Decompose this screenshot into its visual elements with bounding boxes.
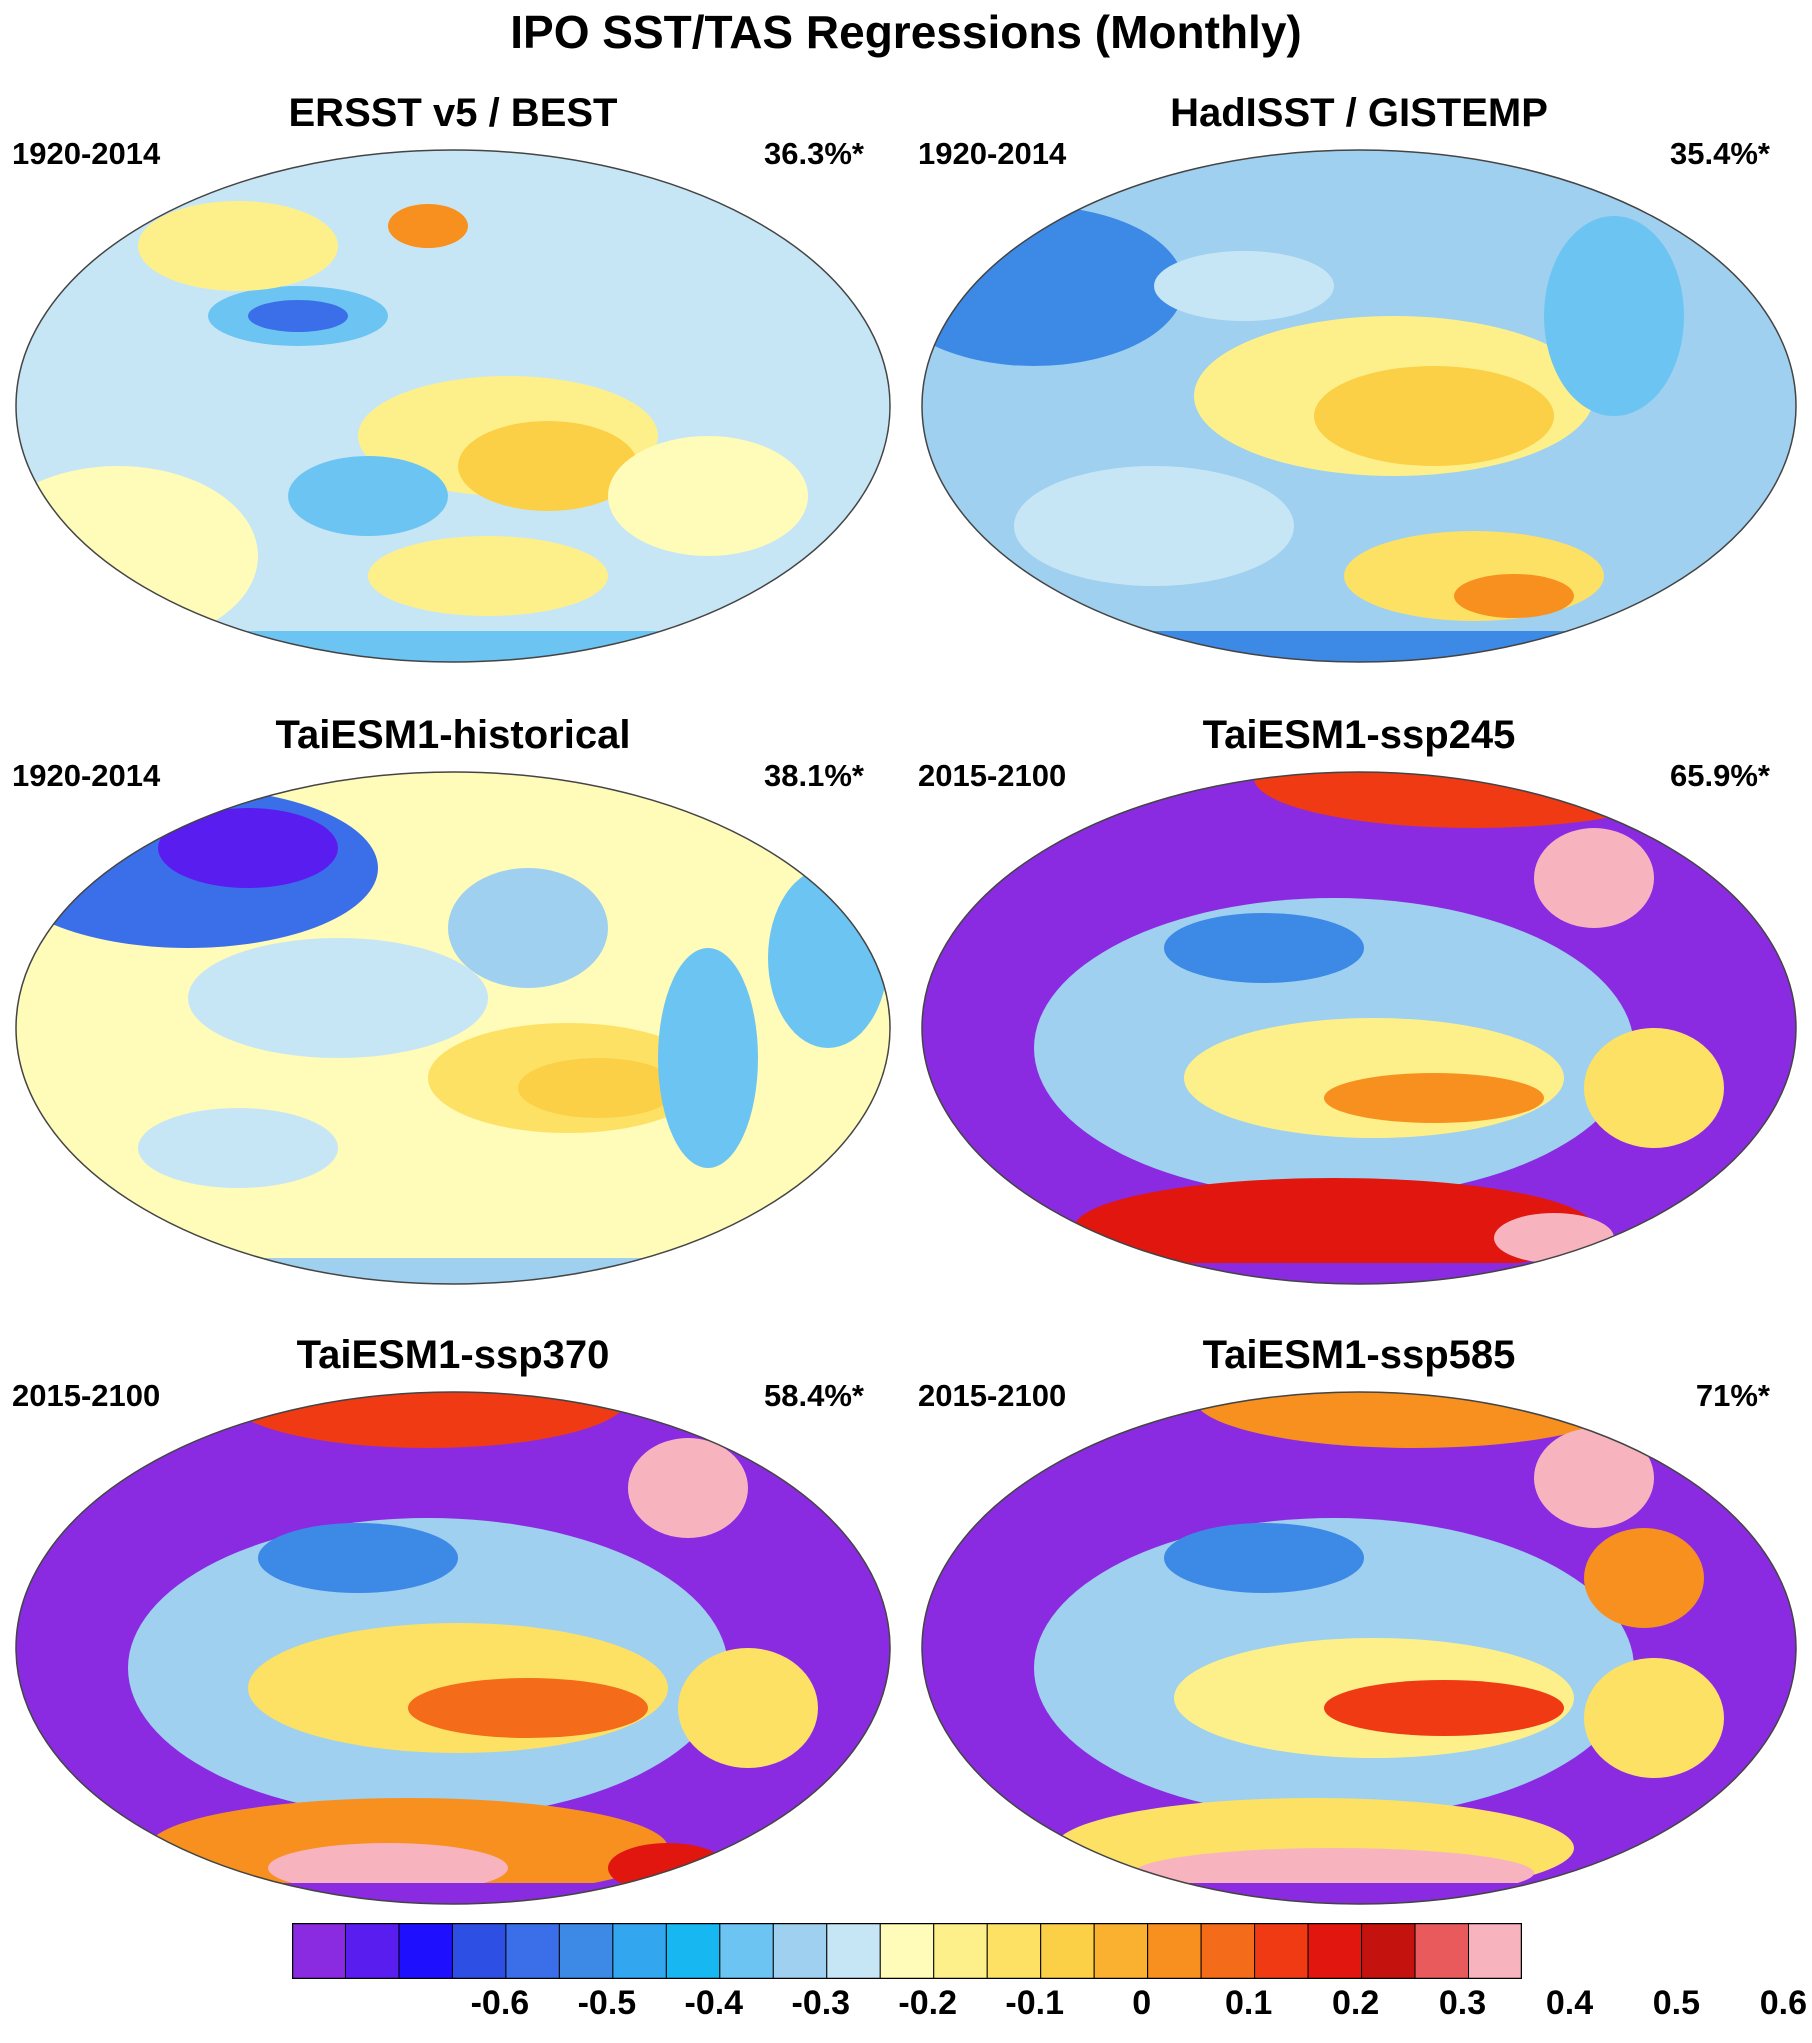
panel-hadisst-gistemp: HadISST / GISTEMP 1920-2014 35.4%* xyxy=(906,0,1812,663)
panel-period: 2015-2100 xyxy=(918,758,1067,793)
colorbar-tick-label: -0.6 xyxy=(470,1984,530,2022)
colorbar-swatch xyxy=(344,1923,400,1979)
colorbar-swatch xyxy=(1414,1923,1470,1979)
panel-variance-percent: 38.1%* xyxy=(764,758,864,793)
panel-period: 1920-2014 xyxy=(12,136,161,171)
colorbar-swatch xyxy=(292,1923,346,1979)
panel-title: TaiESM1-ssp585 xyxy=(1202,1333,1516,1377)
panel-ersst-best: ERSST v5 / BEST 1920-2014 36.3%* xyxy=(0,0,906,663)
colorbar-swatch xyxy=(1200,1923,1256,1979)
colorbar-tick-label: 0.5 xyxy=(1652,1984,1701,2022)
colorbar-swatch xyxy=(558,1923,614,1979)
panel-taiesm1-ssp245: TaiESM1-ssp245 2015-2100 65.9%* xyxy=(906,620,1812,1285)
colorbar-swatch xyxy=(665,1923,721,1979)
panel-period: 1920-2014 xyxy=(12,758,161,793)
map-hadisst-gistemp xyxy=(921,149,1797,663)
panel-taiesm1-ssp585: TaiESM1-ssp585 2015-2100 71%* xyxy=(906,1240,1812,1905)
colorbar-swatch xyxy=(1307,1923,1363,1979)
colorbar-swatch xyxy=(986,1923,1042,1979)
colorbar-swatch xyxy=(826,1923,881,1979)
colorbar-tick-label: -0.5 xyxy=(577,1984,637,2022)
colorbar-swatch xyxy=(1468,1923,1522,1979)
colorbar-tick-label: 0 xyxy=(1132,1984,1152,2022)
colorbar-swatch xyxy=(505,1923,560,1979)
colorbar-swatch xyxy=(1254,1923,1309,1979)
colorbar-swatch xyxy=(612,1923,667,1979)
colorbar-tick-label: -0.3 xyxy=(791,1984,851,2022)
panel-title: TaiESM1-ssp245 xyxy=(1202,713,1516,757)
map-taiesm1-ssp245 xyxy=(921,771,1797,1285)
colorbar-swatch xyxy=(719,1923,774,1979)
colorbar-swatch xyxy=(451,1923,507,1979)
panel-period: 2015-2100 xyxy=(918,1378,1067,1413)
colorbar-swatch xyxy=(879,1923,935,1979)
colorbar-tick-label: -0.4 xyxy=(684,1984,744,2022)
map-taiesm1-ssp585 xyxy=(921,1391,1797,1905)
colorbar-swatch xyxy=(1361,1923,1416,1979)
map-taiesm1-historical xyxy=(15,771,891,1285)
colorbar-swatch xyxy=(398,1923,453,1979)
panel-variance-percent: 35.4%* xyxy=(1670,136,1770,171)
colorbar-tick-label: -0.2 xyxy=(898,1984,957,2022)
colorbar-tick-label: -0.1 xyxy=(1005,1984,1064,2022)
figure-title: IPO SST/TAS Regressions (Monthly) xyxy=(510,6,1302,58)
colorbar-tick-label: 0.2 xyxy=(1331,1984,1380,2022)
panel-period: 1920-2014 xyxy=(918,136,1067,171)
panel-taiesm1-historical: TaiESM1-historical 1920-2014 38.1%* xyxy=(0,620,906,1285)
map-taiesm1-ssp370 xyxy=(15,1391,891,1905)
colorbar-swatch xyxy=(1093,1923,1149,1979)
colorbar-tick-label: 0.3 xyxy=(1438,1984,1487,2022)
panel-variance-percent: 36.3%* xyxy=(764,136,864,171)
colorbar-tick-label: 0.6 xyxy=(1759,1984,1808,2022)
colorbar-tick-label: 0.1 xyxy=(1224,1984,1273,2022)
colorbar-swatch xyxy=(1040,1923,1095,1979)
panel-variance-percent: 71%* xyxy=(1695,1378,1770,1413)
colorbar xyxy=(292,1923,1522,1979)
map-ersst-best xyxy=(15,149,891,663)
colorbar-tick-label: 0.4 xyxy=(1545,1984,1594,2022)
panel-title: TaiESM1-historical xyxy=(275,713,631,757)
panel-taiesm1-ssp370: TaiESM1-ssp370 2015-2100 58.4%* xyxy=(0,1240,906,1905)
panel-variance-percent: 65.9%* xyxy=(1670,758,1770,793)
panel-variance-percent: 58.4%* xyxy=(764,1378,864,1413)
colorbar-swatch xyxy=(933,1923,988,1979)
panel-title: ERSST v5 / BEST xyxy=(288,91,618,135)
panel-period: 2015-2100 xyxy=(12,1378,161,1413)
colorbar-swatch xyxy=(1147,1923,1202,1979)
colorbar-swatch xyxy=(772,1923,828,1979)
panel-title: HadISST / GISTEMP xyxy=(1170,91,1548,135)
panel-title: TaiESM1-ssp370 xyxy=(296,1333,610,1377)
